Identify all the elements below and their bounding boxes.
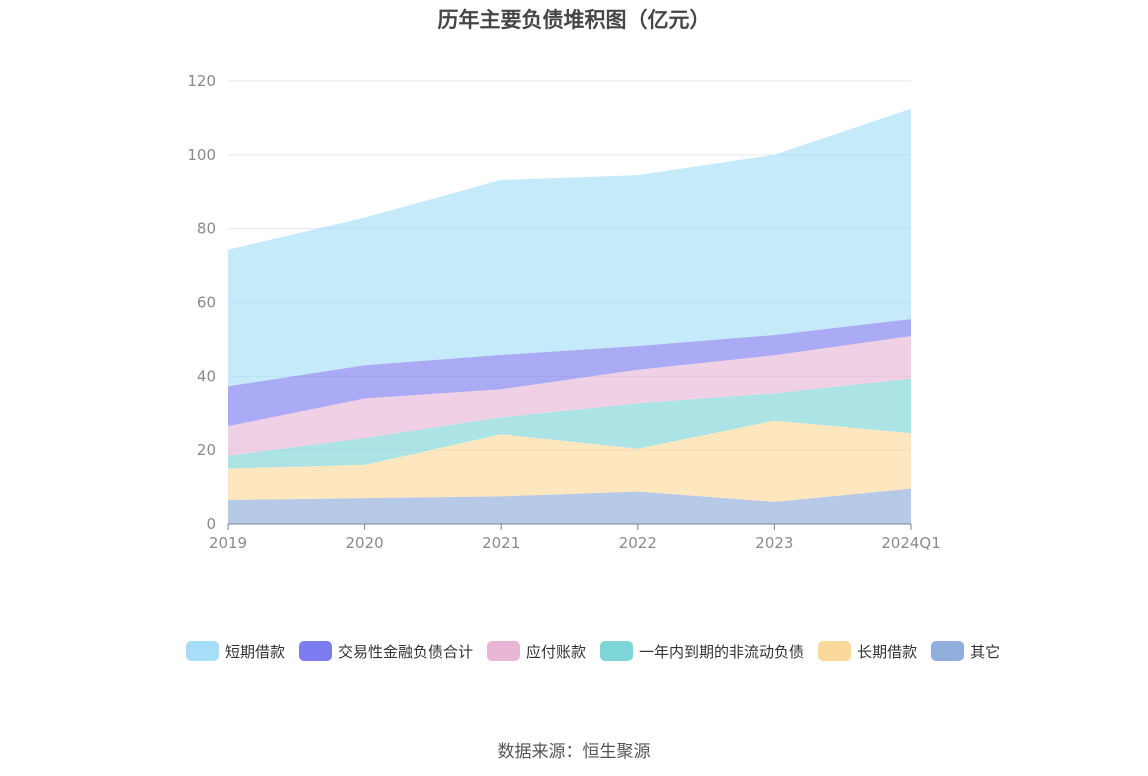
y-tick-label: 0 [206,515,216,533]
legend-swatch [600,641,634,661]
area-1 [228,420,911,502]
chart-title: 历年主要负债堆积图（亿元） [437,8,711,32]
y-tick-label: 80 [197,220,216,238]
legend-swatch [818,641,852,661]
x-tick-label: 2024Q1 [881,534,941,552]
legend-swatch [487,641,521,661]
area-4 [228,319,911,427]
x-tick-label: 2019 [209,534,247,552]
legend-item[interactable]: 短期借款 [186,640,285,662]
x-tick-label: 2023 [755,534,793,552]
legend-item[interactable]: 交易性金融负债合计 [299,640,473,662]
x-tick-label: 2022 [619,534,657,552]
y-tick-label: 120 [187,72,216,90]
legend-item[interactable]: 一年内到期的非流动负债 [600,640,804,662]
legend-label: 应付账款 [526,642,587,661]
x-tick-label: 2021 [482,534,520,552]
legend-swatch [299,641,333,661]
legend-swatch [931,641,965,661]
legend-item[interactable]: 长期借款 [818,640,917,662]
y-tick-label: 60 [197,294,216,312]
data-source: 数据来源：恒生聚源 [497,742,651,762]
legend-label: 其它 [970,642,1001,661]
legend-label: 交易性金融负债合计 [338,642,474,661]
area-2 [228,378,911,469]
legend-label: 短期借款 [225,642,286,661]
y-tick-label: 100 [187,146,216,164]
stacked-area-chart: 0 20 40 60 80 100 120 2019 2020 2021 2022 2023 2024Q… [187,72,940,552]
legend-swatch [186,641,219,661]
legend-label: 长期借款 [857,642,918,661]
y-tick-label: 20 [197,441,216,459]
area-0 [228,488,911,524]
x-tick-label: 2020 [346,534,384,552]
legend-item[interactable]: 其它 [931,640,1000,662]
legend-item[interactable]: 应付账款 [487,640,586,662]
area-series [228,108,911,524]
area-5 [228,108,911,387]
area-3 [228,336,911,456]
axes: 0 20 40 60 80 100 120 2019 2020 2021 2022 2023 2024Q… [187,72,940,552]
legend: 短期借款 交易性金融负债合计 应付账款 一年内到期的非流动负债 长期借款 其它 [186,640,1006,662]
legend-label: 一年内到期的非流动负债 [639,642,805,661]
y-tick-label: 40 [197,367,216,385]
